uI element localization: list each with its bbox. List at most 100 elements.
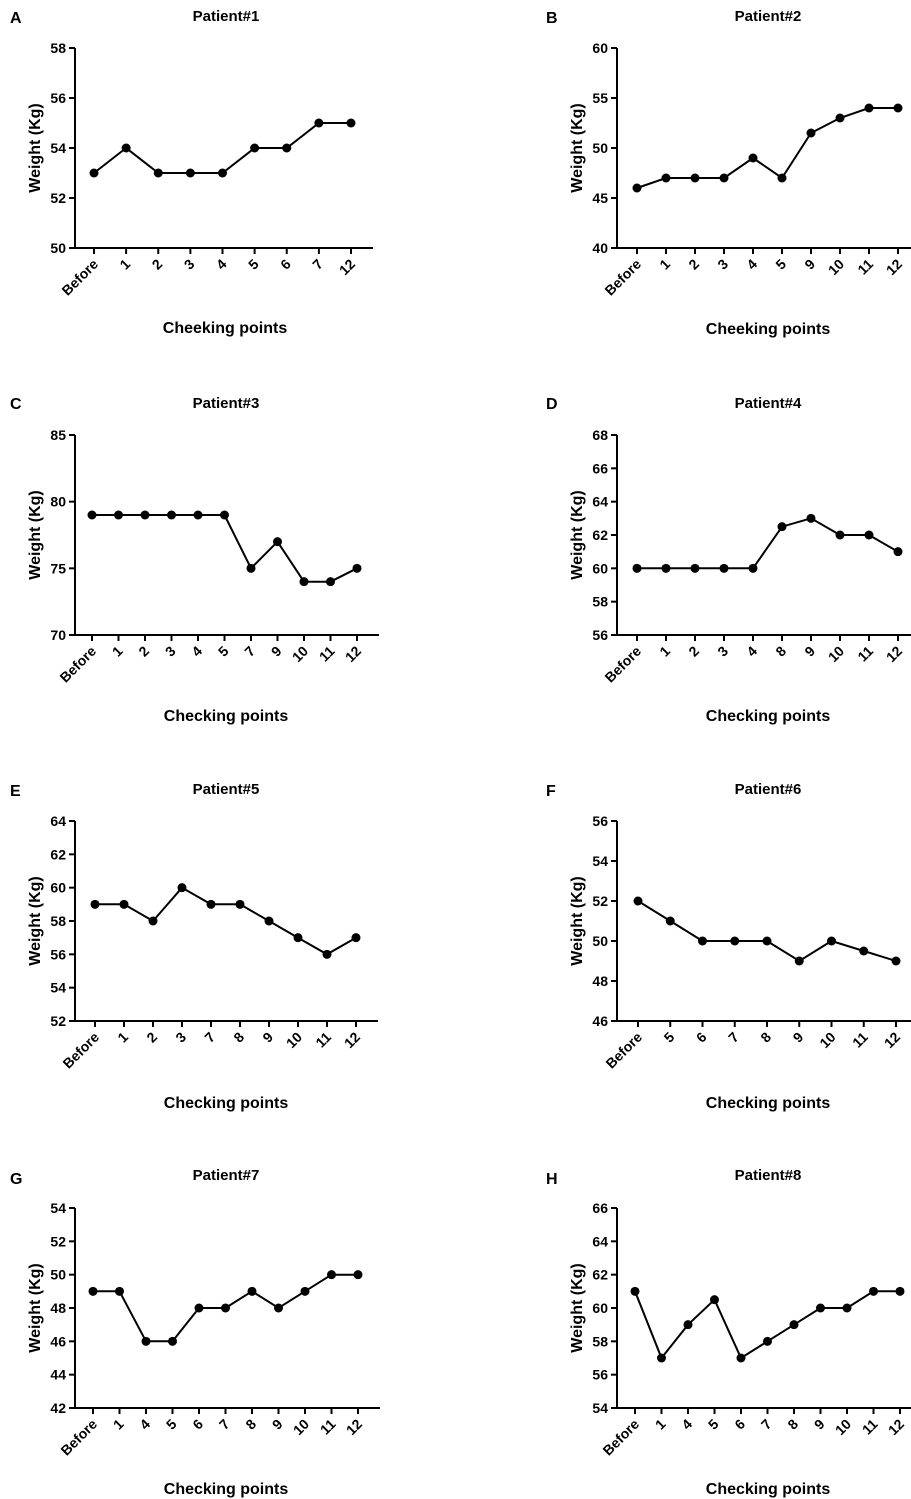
x-tick-label: 4 [136,1416,153,1433]
x-axis-label: Checking points [706,1481,831,1498]
panel-letter: G [10,1171,22,1188]
x-tick-label: 11 [317,1416,339,1438]
x-tick-label: 6 [693,1029,710,1046]
chart-title: Patient#2 [735,8,802,25]
x-tick-label: 1 [110,1416,127,1433]
x-tick-label: 5 [215,643,232,660]
x-tick-label: 7 [216,1416,233,1433]
x-tick-label: 9 [269,1416,286,1433]
x-tick-label: 3 [172,1029,189,1046]
panel-letter: C [10,396,22,413]
y-tick-label: 70 [50,627,66,643]
y-tick-label: 48 [50,1300,66,1316]
data-point [274,1303,283,1313]
data-point [789,1320,799,1330]
y-tick-label: 60 [592,40,608,56]
x-tick-label: 1 [652,1416,669,1433]
data-point [327,1270,336,1280]
y-tick-label: 58 [50,40,66,56]
y-tick-label: 64 [592,494,608,510]
data-point [282,143,292,153]
x-tick-label: 9 [801,643,818,660]
data-point [736,1353,746,1363]
x-tick-label: Before [602,1029,645,1072]
data-point [314,118,324,128]
data-point [710,1295,719,1305]
y-tick-label: 64 [592,1233,608,1249]
data-point [859,946,869,956]
y-tick-label: 60 [592,560,608,576]
y-axis-label: Weight (Kg) [27,103,44,192]
data-point [719,563,729,573]
x-tick-label: 12 [883,643,905,665]
x-axis-label: Checking points [706,708,831,725]
x-tick-label: 3 [714,256,731,273]
x-tick-label: 9 [268,643,285,660]
y-axis-label: Weight (Kg) [27,876,44,965]
y-tick-label: 44 [50,1367,66,1383]
chart-title: Patient#1 [193,8,260,25]
x-tick-label: 10 [832,1416,854,1438]
data-point [88,1286,98,1296]
y-axis-label: Weight (Kg) [569,1263,586,1352]
series-line [92,514,358,583]
data-point [115,1286,124,1296]
data-point [246,563,256,573]
y-tick-label: 52 [50,1233,66,1249]
y-tick-label: 66 [592,1200,608,1216]
data-point [632,563,642,573]
x-axis-label: Checking points [164,1095,289,1112]
x-tick-label: 9 [801,256,818,273]
data-point [891,956,901,966]
x-tick-label: Before [56,643,99,686]
data-point [630,1286,640,1296]
x-axis-label: Checking points [706,1095,831,1112]
y-tick-label: 60 [50,880,66,896]
x-tick-label: 10 [825,643,847,665]
data-point [353,1270,363,1280]
y-tick-label: 62 [592,1267,608,1283]
data-point [177,883,187,893]
data-point [665,916,675,926]
chart-title: Patient#8 [735,1167,802,1184]
data-point [827,936,836,946]
series-line [634,1290,900,1360]
x-tick-label: 2 [685,256,702,273]
y-tick-label: 56 [592,1367,608,1383]
x-tick-label: 12 [336,256,358,278]
x-tick-label: Before [601,643,644,686]
x-tick-label: 3 [714,643,731,660]
data-point [114,510,123,520]
series-line [637,517,899,570]
y-tick-label: 56 [592,627,608,643]
data-point [794,956,804,966]
y-tick-label: 54 [50,140,66,156]
data-point [218,168,227,178]
panel-letter: B [546,10,558,27]
data-point [326,577,335,587]
x-tick-label: 1 [656,643,673,660]
x-tick-label: 6 [731,1416,748,1433]
y-tick-label: 58 [592,594,608,610]
x-axis-label: Checking points [164,708,289,725]
panel-letter: H [546,1171,558,1188]
data-point [90,899,100,909]
x-tick-label: 7 [758,1416,775,1433]
y-tick-label: 54 [50,980,66,996]
x-tick-label: 1 [109,643,126,660]
y-tick-label: 52 [50,190,66,206]
data-point [352,563,362,573]
data-point [633,896,643,906]
x-tick-label: 12 [342,643,364,665]
x-tick-label: 7 [725,1029,742,1046]
series-line [95,886,357,956]
y-tick-label: 56 [592,813,608,829]
x-tick-label: 6 [189,1416,206,1433]
data-point [762,936,772,946]
data-point [87,510,97,520]
y-tick-label: 50 [592,933,608,949]
